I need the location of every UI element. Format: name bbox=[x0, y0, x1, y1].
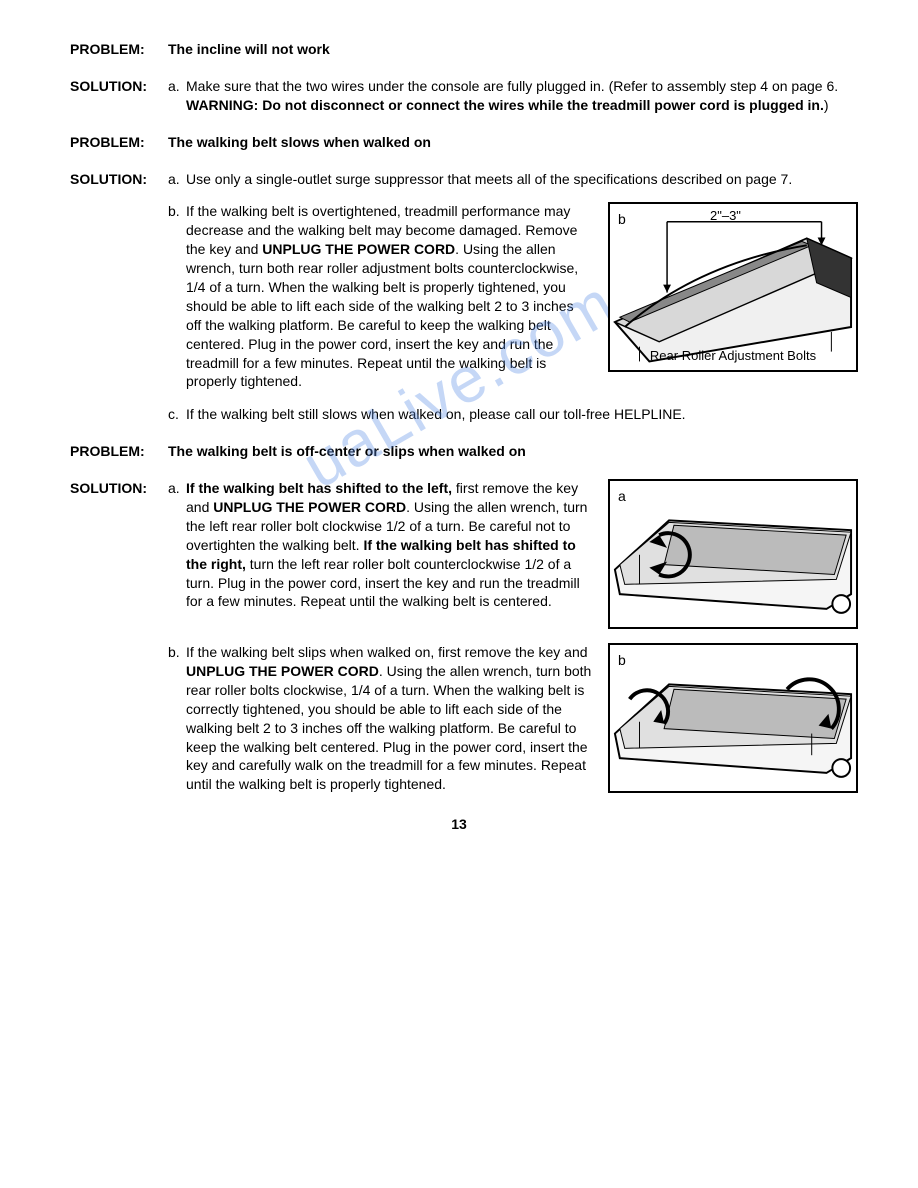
solution-item: b. If the walking belt slips when walked… bbox=[168, 643, 858, 794]
problem-title: The incline will not work bbox=[168, 41, 330, 57]
item-letter: c. bbox=[168, 405, 186, 424]
item-text: If the walking belt still slows when wal… bbox=[186, 405, 858, 424]
item-post: ) bbox=[824, 97, 829, 113]
solution-item: a. If the walking belt has shifted to th… bbox=[168, 479, 858, 629]
problem-title: The walking belt is off-center or slips … bbox=[168, 443, 526, 459]
offcenter-diagram-icon bbox=[610, 481, 856, 629]
figure-b-belt-tension: b 2"–3" Rear Roller Adj bbox=[608, 202, 858, 372]
item-pre: If the walking belt slips when walked on… bbox=[186, 644, 588, 660]
solution-item: a. Use only a single-outlet surge suppre… bbox=[168, 170, 858, 189]
problem-title: The walking belt slows when walked on bbox=[168, 134, 431, 150]
item-span: turn the left rear roller bolt countercl… bbox=[186, 556, 580, 610]
item-text: Use only a single-outlet surge suppresso… bbox=[186, 170, 858, 189]
item-text: If the walking belt is overtightened, tr… bbox=[186, 202, 592, 391]
problem-label: PROBLEM: bbox=[70, 442, 168, 461]
figure-label: b bbox=[618, 651, 626, 670]
solution-label: SOLUTION: bbox=[70, 77, 168, 115]
problem-row: PROBLEM: The walking belt is off-center … bbox=[70, 442, 858, 461]
item-pre: Make sure that the two wires under the c… bbox=[186, 78, 838, 94]
slip-diagram-icon bbox=[610, 645, 856, 793]
solution-item: b. If the walking belt is overtightened,… bbox=[168, 202, 858, 391]
item-letter: a. bbox=[168, 479, 186, 611]
problem-label: PROBLEM: bbox=[70, 40, 168, 59]
item-bold: UNPLUG THE POWER CORD bbox=[213, 499, 406, 515]
solution-row: SOLUTION: a. If the walking belt has shi… bbox=[70, 479, 858, 808]
item-letter: b. bbox=[168, 643, 186, 794]
solution-item: a. Make sure that the two wires under th… bbox=[168, 77, 858, 115]
solution-label: SOLUTION: bbox=[70, 170, 168, 425]
solution-row: SOLUTION: a. Use only a single-outlet su… bbox=[70, 170, 858, 425]
item-post: . Using the allen wrench, turn both rear… bbox=[186, 241, 578, 389]
item-letter: a. bbox=[168, 77, 186, 115]
problem-label: PROBLEM: bbox=[70, 133, 168, 152]
item-bold: WARNING: Do not disconnect or connect th… bbox=[186, 97, 824, 113]
figure-b-slip: b bbox=[608, 643, 858, 793]
item-bold: If the walking belt has shifted to the l… bbox=[186, 480, 452, 496]
item-pre: Use only a single-outlet surge suppresso… bbox=[186, 171, 792, 187]
problem-row: PROBLEM: The walking belt slows when wal… bbox=[70, 133, 858, 152]
figure-label: a bbox=[618, 487, 626, 506]
item-post: . Using the allen wrench, turn both rear… bbox=[186, 663, 591, 792]
item-text: If the walking belt has shifted to the l… bbox=[186, 479, 592, 611]
item-bold: UNPLUG THE POWER CORD bbox=[186, 663, 379, 679]
solution-label: SOLUTION: bbox=[70, 479, 168, 808]
solution-item: c. If the walking belt still slows when … bbox=[168, 405, 858, 424]
item-letter: a. bbox=[168, 170, 186, 189]
item-text: If the walking belt slips when walked on… bbox=[186, 643, 592, 794]
problem-row: PROBLEM: The incline will not work bbox=[70, 40, 858, 59]
figure-a-offcenter: a bbox=[608, 479, 858, 629]
item-bold: UNPLUG THE POWER CORD bbox=[262, 241, 455, 257]
item-text: Make sure that the two wires under the c… bbox=[186, 77, 858, 115]
item-pre: If the walking belt still slows when wal… bbox=[186, 406, 686, 422]
figure-caption: Rear Roller Adjustment Bolts bbox=[610, 347, 856, 365]
solution-row: SOLUTION: a. Make sure that the two wire… bbox=[70, 77, 858, 115]
figure-label: b bbox=[618, 210, 626, 229]
measurement-label: 2"–3" bbox=[710, 207, 741, 225]
page-number: 13 bbox=[0, 815, 918, 834]
item-letter: b. bbox=[168, 202, 186, 391]
